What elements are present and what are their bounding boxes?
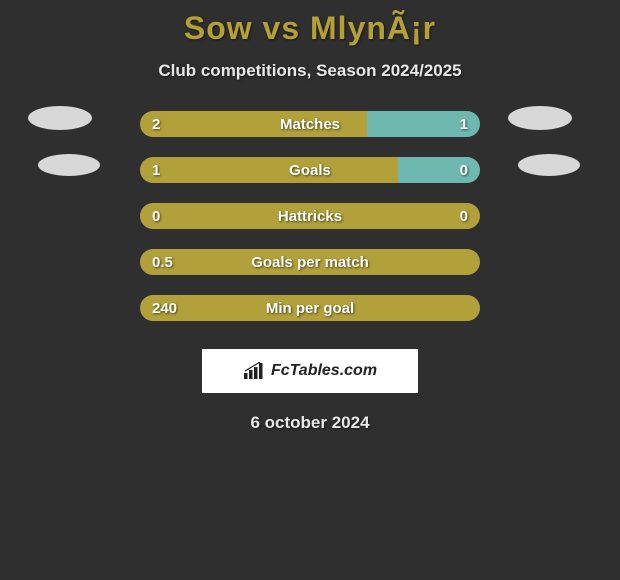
stat-row: 240Min per goal <box>0 295 620 321</box>
bar-track: 21Matches <box>140 111 480 137</box>
bar-left <box>140 111 367 137</box>
bar-track: 240Min per goal <box>140 295 480 321</box>
value-left: 240 <box>152 295 177 321</box>
player-ellipse-right <box>508 106 572 130</box>
bar-left <box>140 249 480 275</box>
subtitle: Club competitions, Season 2024/2025 <box>0 61 620 81</box>
bar-track: 0.5Goals per match <box>140 249 480 275</box>
page-title: Sow vs MlynÃ¡r <box>0 0 620 47</box>
player-ellipse-left <box>28 106 92 130</box>
value-left: 1 <box>152 157 160 183</box>
value-left: 2 <box>152 111 160 137</box>
stats-container: 21Matches10Goals00Hattricks0.5Goals per … <box>0 111 620 321</box>
value-right: 1 <box>460 111 468 137</box>
bar-left <box>140 203 480 229</box>
bar-left <box>140 157 398 183</box>
bar-chart-icon <box>243 362 265 380</box>
value-left: 0 <box>152 203 160 229</box>
stat-row: 10Goals <box>0 157 620 183</box>
value-right: 0 <box>460 203 468 229</box>
stat-row: 00Hattricks <box>0 203 620 229</box>
bar-track: 10Goals <box>140 157 480 183</box>
logo-box[interactable]: FcTables.com <box>202 349 418 393</box>
stat-row: 0.5Goals per match <box>0 249 620 275</box>
value-right: 0 <box>460 157 468 183</box>
value-left: 0.5 <box>152 249 173 275</box>
bar-left <box>140 295 480 321</box>
logo-text: FcTables.com <box>271 362 377 380</box>
player-ellipse-left <box>38 154 100 176</box>
stat-row: 21Matches <box>0 111 620 137</box>
player-ellipse-right <box>518 154 580 176</box>
bar-track: 00Hattricks <box>140 203 480 229</box>
date-label: 6 october 2024 <box>0 413 620 433</box>
